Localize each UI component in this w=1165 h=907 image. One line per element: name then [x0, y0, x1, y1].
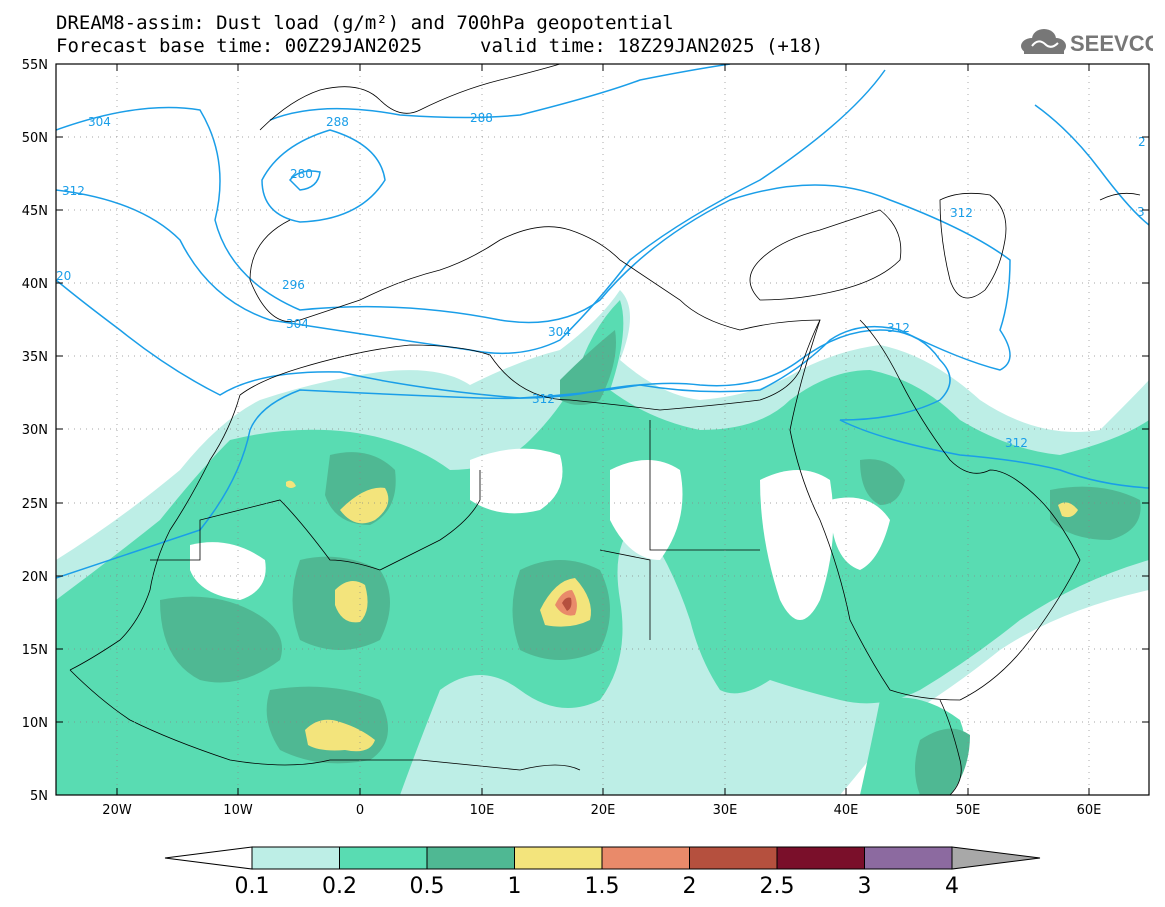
lat-label: 5N [30, 789, 48, 804]
lon-label: 30E [713, 803, 738, 818]
colorbar-box [776, 846, 865, 870]
colorbar-box [689, 846, 778, 870]
lat-label: 15N [22, 643, 48, 658]
contour-label: 312 [532, 392, 555, 406]
lon-axis-labels: 20W 10W 0 10E 20E 30E 40E 50E 60E [102, 803, 1101, 818]
colorbar-box [251, 846, 340, 870]
logo-text: SEEVCCC [1070, 31, 1153, 56]
colorbar-box [426, 846, 515, 870]
contour-label: 312 [1005, 436, 1028, 450]
seevccc-logo: SEEVCCC [1021, 29, 1153, 56]
colorbar-tick-label: 0.1 [235, 874, 270, 899]
contour-label: 304 [286, 317, 309, 331]
contour-label: 304 [548, 325, 571, 339]
colorbar-box [864, 846, 953, 870]
colorbar-tick-label: 0.5 [410, 874, 445, 899]
lon-label: 20W [102, 803, 132, 818]
colorbar-boxes [164, 846, 1041, 870]
contour-label: 312 [62, 184, 85, 198]
colorbar-tick-label: 2.5 [760, 874, 795, 899]
valid-time: valid time: 18Z29JAN2025 (+18) [480, 35, 824, 57]
colorbar-box [339, 846, 428, 870]
contour-label: 3 [1137, 205, 1145, 219]
colorbar-arrow-low [164, 846, 253, 870]
colorbar-tick-label: 3 [858, 874, 872, 899]
contour-label: 280 [290, 167, 313, 181]
lon-label: 0 [356, 803, 364, 818]
contour-labels: 304 312 20 288 280 296 304 304 312 288 3… [56, 111, 1146, 450]
colorbar-box [514, 846, 603, 870]
lon-label: 20E [591, 803, 616, 818]
cloud-icon [1021, 29, 1066, 54]
lat-label: 45N [22, 204, 48, 219]
colorbar-tick-label: 1 [508, 874, 522, 899]
forecast-base-time: Forecast base time: 00Z29JAN2025 [56, 35, 423, 57]
lon-label: 60E [1077, 803, 1102, 818]
lat-label: 35N [22, 350, 48, 365]
contour-label: 288 [470, 111, 493, 125]
dust-field [56, 290, 1149, 795]
colorbar-tick-label: 1.5 [585, 874, 620, 899]
lat-label: 50N [22, 131, 48, 146]
coastlines [69, 64, 1141, 795]
lat-axis-labels: 55N 50N 45N 40N 35N 30N 25N 20N 15N 10N … [22, 58, 48, 804]
contour-label: 312 [950, 206, 973, 220]
colorbar-tick-label: 0.2 [322, 874, 357, 899]
contour-label: 20 [56, 269, 71, 283]
colorbar-box [601, 846, 690, 870]
lat-label: 55N [22, 58, 48, 73]
lon-label: 50E [956, 803, 981, 818]
contour-label: 304 [88, 115, 111, 129]
lat-label: 40N [22, 277, 48, 292]
lat-label: 30N [22, 423, 48, 438]
lon-label: 10E [470, 803, 495, 818]
colorbar-tick-label: 2 [683, 874, 697, 899]
axis-ticks [56, 64, 1149, 795]
colorbar-arrow-high [951, 846, 1041, 870]
geopotential-contours [56, 64, 1149, 579]
lat-label: 10N [22, 716, 48, 731]
colorbar-tick-label: 4 [945, 874, 959, 899]
contour-label: 288 [326, 115, 349, 129]
lon-label: 10W [223, 803, 253, 818]
colorbar-labels: 0.1 0.2 0.5 1 1.5 2 2.5 3 4 [235, 874, 960, 899]
lon-label: 40E [834, 803, 859, 818]
contour-label: 296 [282, 278, 305, 292]
contour-label: 312 [887, 321, 910, 335]
graticule [56, 64, 1149, 795]
contour-label: 2 [1138, 135, 1146, 149]
lat-label: 20N [22, 570, 48, 585]
chart-title: DREAM8-assim: Dust load (g/m²) and 700hP… [56, 12, 674, 34]
lat-label: 25N [22, 497, 48, 512]
